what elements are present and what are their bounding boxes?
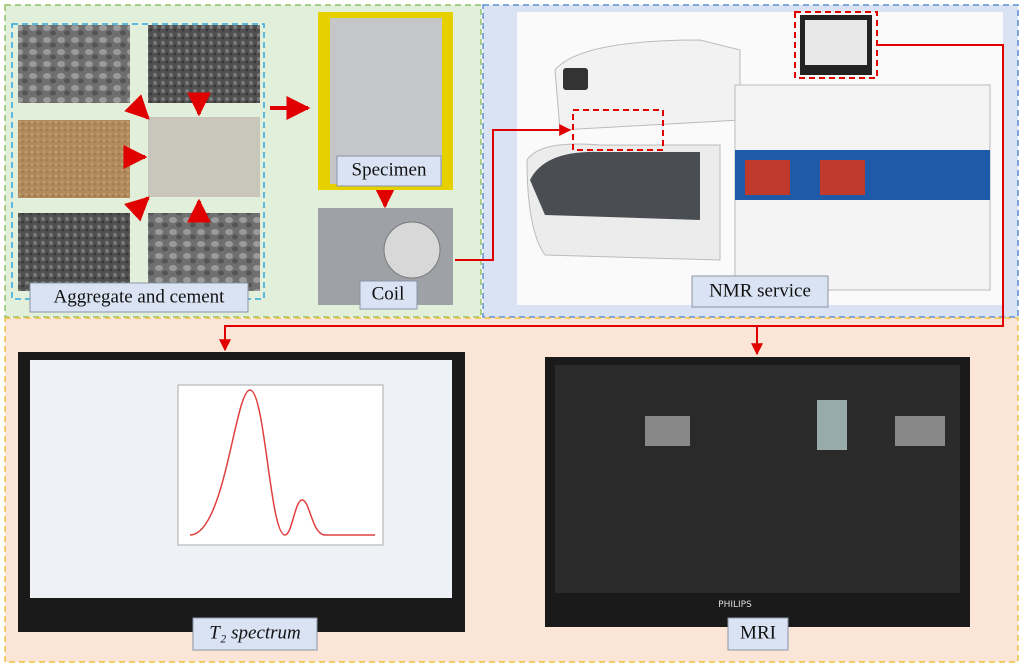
- mri-label: MRI: [740, 622, 776, 643]
- aggregate-photo: [18, 213, 130, 291]
- sand-photo: [18, 120, 130, 198]
- monitor-brand: PHILIPS: [718, 600, 752, 610]
- cabinet-panel: [745, 160, 790, 195]
- label-box: [727, 617, 789, 651]
- label-box: [691, 275, 829, 308]
- mri-slice: [817, 400, 847, 450]
- label-box: [359, 280, 418, 310]
- label-box: [192, 617, 318, 651]
- nmr-label: NMR service: [709, 280, 811, 301]
- mri-slice: [645, 416, 690, 446]
- mri-slice: [895, 416, 945, 446]
- cement-photo: [148, 117, 260, 197]
- connector: [455, 124, 572, 261]
- aggregate-photo: [148, 213, 260, 291]
- cabinet-panel: [820, 160, 865, 195]
- coil-label: Coil: [372, 283, 405, 304]
- sample-highlight: [572, 109, 664, 151]
- t2-curve: [189, 389, 375, 536]
- coil-ring: [383, 221, 441, 279]
- console-screen: [805, 20, 867, 65]
- t2-label: T₂ spectrum: [209, 622, 301, 643]
- specimen-label: Specimen: [352, 159, 427, 180]
- magnet-bore: [530, 151, 700, 220]
- aggregate-photo: [148, 25, 260, 103]
- aggregate-label: Aggregate and cement: [54, 286, 226, 307]
- t2-plot: [177, 384, 384, 546]
- label-box: [29, 282, 249, 313]
- aggregate-photo: [18, 25, 130, 103]
- magnet-display: [563, 68, 588, 90]
- label-box: [336, 155, 442, 187]
- mix-arrows: [123, 92, 397, 223]
- connector: [219, 44, 1004, 352]
- magnet-top: [554, 39, 741, 131]
- mri-screen: [555, 365, 960, 593]
